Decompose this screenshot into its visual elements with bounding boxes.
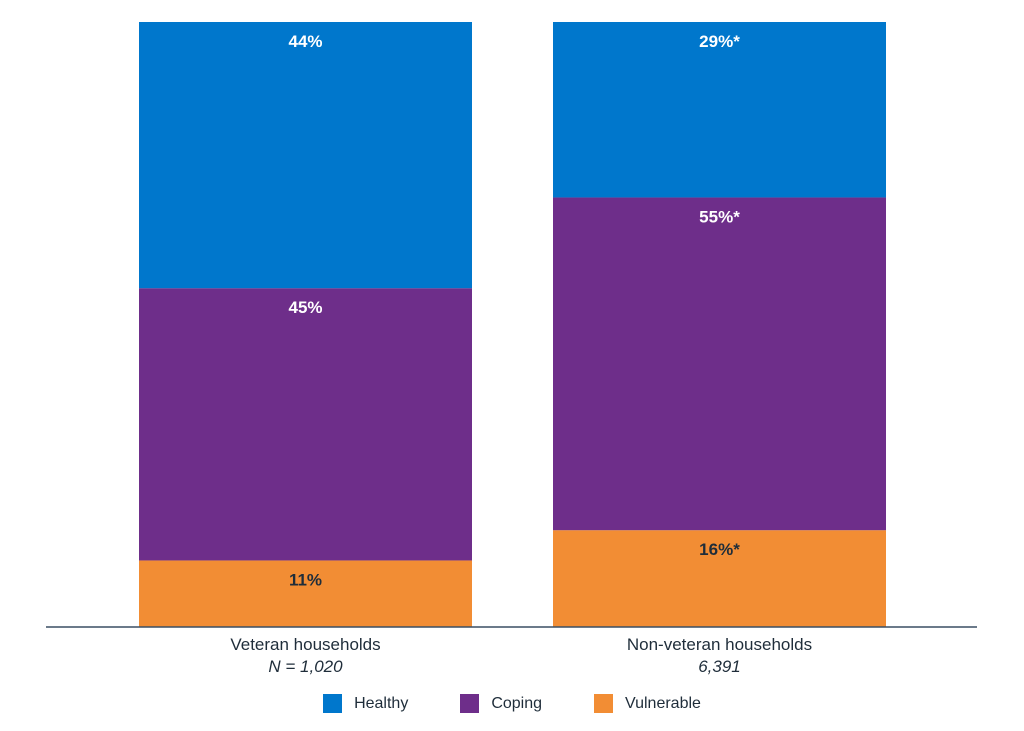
bar-segment-non-veteran-coping [553, 197, 886, 531]
legend-swatch-vulnerable [594, 694, 614, 713]
bar-segment-veteran-vulnerable [139, 560, 472, 627]
legend-label-coping: Coping [491, 694, 543, 712]
bars-group: 11% 45% 44% 16%* 55%* 29%* [139, 22, 886, 627]
bar-segment-non-veteran-healthy [553, 22, 886, 198]
legend-item-vulnerable: Vulnerable [594, 694, 701, 713]
data-label-veteran-vulnerable: 11% [289, 570, 322, 589]
category-sample-size-veteran: N = 1,020 [268, 657, 343, 676]
data-label-non-veteran-coping: 55%* [699, 207, 740, 226]
legend-label-vulnerable: Vulnerable [625, 694, 701, 712]
stacked-bar-chart: 11% 45% 44% 16%* 55%* 29%* Veteran households… [46, 22, 977, 676]
data-label-non-veteran-healthy: 29%* [699, 32, 740, 51]
bar-segment-veteran-healthy [139, 22, 472, 289]
legend: Healthy Coping Vulnerable [0, 694, 1024, 713]
legend-label-healthy: Healthy [354, 694, 409, 712]
legend-item-healthy: Healthy [323, 694, 408, 713]
legend-swatch-healthy [323, 694, 343, 713]
bar-segment-veteran-coping [139, 288, 472, 561]
data-label-veteran-coping: 45% [288, 298, 322, 317]
category-labels-group: Veteran households N = 1,020 Non-veteran h… [230, 635, 812, 676]
category-label-veteran: Veteran households [230, 635, 380, 654]
legend-item-coping: Coping [460, 694, 542, 713]
data-label-non-veteran-vulnerable: 16%* [699, 540, 740, 559]
category-sample-size-non-veteran: 6,391 [698, 657, 741, 676]
data-label-veteran-healthy: 44% [288, 32, 322, 51]
category-label-non-veteran: Non-veteran households [627, 635, 812, 654]
bar-segment-non-veteran-vulnerable [553, 530, 886, 627]
legend-swatch-coping [460, 694, 480, 713]
